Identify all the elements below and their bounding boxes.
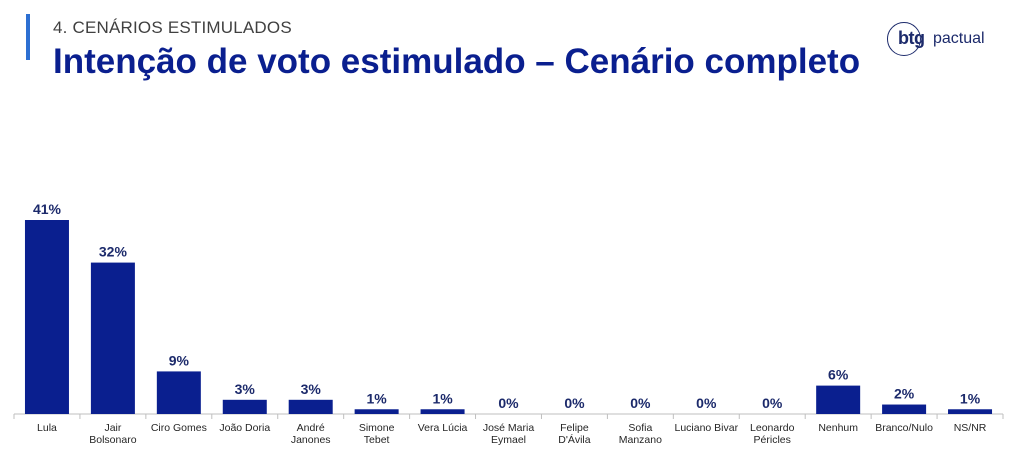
bar-5: [354, 409, 399, 414]
bar-13: [882, 404, 927, 414]
category-label-line: Tebet: [364, 434, 390, 446]
bar-4: [288, 399, 333, 414]
category-label: Nenhum: [818, 422, 858, 434]
data-label: 0%: [630, 395, 651, 411]
category-label-line: Simone: [359, 422, 395, 434]
category-label-line: Jair: [104, 422, 121, 434]
data-label: 41%: [33, 201, 62, 217]
category-label: Simone Tebet: [359, 422, 395, 446]
category-label-line: José Maria: [483, 422, 535, 434]
category-label-line: Péricles: [754, 434, 791, 446]
category-label-line: Bolsonaro: [89, 434, 136, 446]
category-label: José Maria Eymael: [483, 422, 535, 446]
category-label-line: Janones: [291, 434, 331, 446]
category-label-line: Lula: [37, 422, 57, 434]
category-label-line: D'Ávila: [558, 433, 591, 446]
category-label: João Doria: [219, 422, 270, 434]
category-label-line: Manzano: [619, 434, 662, 446]
bar-2: [156, 371, 201, 414]
logo-text-pactual: pactual: [933, 30, 985, 47]
data-label: 0%: [498, 395, 519, 411]
data-label: 1%: [960, 390, 981, 406]
category-label-line: João Doria: [219, 422, 270, 434]
category-label: Ciro Gomes: [151, 422, 207, 434]
category-label-line: Leonardo: [750, 422, 795, 434]
bar-14: [948, 409, 993, 414]
category-label-line: Nenhum: [818, 422, 858, 434]
bar-3: [222, 399, 267, 414]
category-label-line: Sofia: [628, 422, 652, 434]
page-title: Intenção de voto estimulado – Cenário co…: [53, 42, 861, 81]
category-label: Lula: [37, 422, 57, 434]
data-label: 0%: [564, 395, 585, 411]
category-label-line: Felipe: [560, 422, 589, 434]
category-label-line: André: [297, 422, 325, 434]
data-label: 6%: [828, 367, 849, 383]
logo-circle-icon: [887, 22, 921, 56]
logo-text-btg: btg: [898, 28, 925, 48]
category-label-line: Eymael: [491, 434, 526, 446]
category-label-line: Branco/Nulo: [875, 422, 933, 434]
data-label: 3%: [301, 381, 322, 397]
category-label: Branco/Nulo: [875, 422, 933, 434]
data-label: 1%: [432, 390, 453, 406]
data-label: 2%: [894, 386, 915, 402]
category-label: André Janones: [291, 422, 331, 446]
category-label: Jair Bolsonaro: [89, 422, 136, 446]
category-label-line: NS/NR: [954, 422, 987, 434]
btg-pactual-logo: btg pactual: [887, 22, 997, 58]
data-label: 9%: [169, 352, 190, 368]
category-label-line: Ciro Gomes: [151, 422, 207, 434]
bar-6: [420, 409, 465, 414]
data-label: 3%: [235, 381, 256, 397]
category-label-line: Vera Lúcia: [418, 422, 468, 434]
category-label: Felipe D'Ávila: [558, 422, 591, 446]
bar-12: [816, 385, 861, 414]
bar-0: [24, 220, 69, 414]
category-label-line: Luciano Bivar: [674, 422, 738, 434]
data-label: 32%: [99, 244, 128, 260]
bar-1: [90, 262, 135, 414]
section-label: 4. CENÁRIOS ESTIMULADOS: [53, 18, 292, 37]
category-label: NS/NR: [954, 422, 987, 434]
data-label: 0%: [762, 395, 783, 411]
category-label: Luciano Bivar: [674, 422, 738, 434]
data-label: 1%: [367, 390, 388, 406]
accent-bar: [26, 14, 30, 60]
category-label: Vera Lúcia: [418, 422, 468, 434]
category-label: Sofia Manzano: [619, 422, 662, 446]
category-label: Leonardo Péricles: [750, 422, 795, 446]
data-label: 0%: [696, 395, 717, 411]
